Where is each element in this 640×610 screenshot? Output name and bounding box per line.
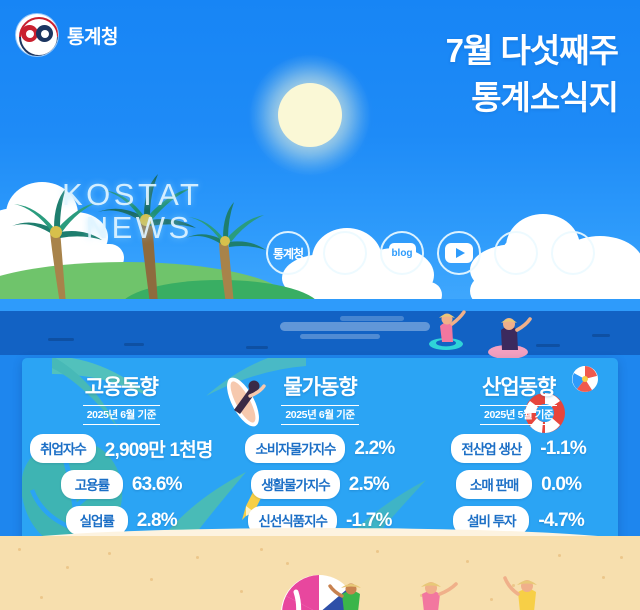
column-employment: 고용동향 2025년 6월 기준 취업자수 2,909만 1천명 고용률 63.… — [22, 358, 221, 558]
surfer-figure — [227, 377, 266, 427]
stat-row: 소매 판매 0.0% — [456, 470, 582, 499]
kosis-icon: KOSIS — [557, 247, 589, 259]
column-rows: 취업자수 2,909만 1천명 고용률 63.6% 실업률 2.8% — [22, 434, 221, 535]
palm-tree-center — [98, 174, 196, 304]
social-link-kosis[interactable]: KOSIS — [551, 231, 595, 275]
stat-row: 생활물가지수 2.5% — [251, 470, 390, 499]
agency-logo[interactable]: 통계청 — [16, 14, 118, 56]
stat-label: 전산업 생산 — [451, 434, 532, 463]
wave-dash — [48, 338, 74, 341]
sun-icon — [278, 83, 342, 147]
stat-value: 63.6% — [131, 473, 183, 495]
beach-ball-decoration — [572, 366, 598, 392]
brand-wordmark: KOSTAT NEWS — [62, 178, 202, 245]
column-rows: 전산업 생산 -1.1% 소매 판매 0.0% 설비 투자 -4.7% — [419, 434, 618, 535]
brand-line-1: KOSTAT — [62, 177, 203, 212]
stat-row: 소비자물가지수 2.2% — [245, 434, 395, 463]
youtube-icon — [445, 243, 473, 263]
social-link-facebook[interactable]: f — [323, 231, 367, 275]
stat-value: -4.7% — [538, 509, 584, 531]
column-period-badge: 2025년 5월 기준 — [480, 405, 558, 425]
stat-label: 소비자물가지수 — [245, 434, 346, 463]
stat-label: 취업자수 — [30, 434, 96, 463]
agency-logo-label: 통계청 — [67, 26, 118, 48]
social-link-blog[interactable]: blog — [380, 231, 424, 275]
ocean-foam — [280, 322, 430, 331]
social-links: 통계청 f blog KOSIS — [266, 231, 595, 275]
beachgoer-right — [503, 576, 537, 610]
column-title: 물가동향 — [283, 376, 357, 399]
palm-tree-left — [12, 188, 102, 304]
wave-dash — [246, 346, 268, 349]
palm-tree-right — [186, 202, 266, 304]
ocean-shallow-band — [0, 299, 640, 311]
stat-value: 0.0% — [541, 473, 582, 495]
stat-value: 2.8% — [136, 509, 178, 531]
column-title: 산업동향 — [482, 376, 556, 399]
statistics-card: 고용동향 2025년 6월 기준 취업자수 2,909만 1천명 고용률 63.… — [22, 358, 618, 558]
title-line-1: 7월 다섯째주 — [445, 32, 619, 69]
leaf-decoration — [206, 358, 306, 396]
ocean-foam — [300, 334, 380, 339]
facebook-icon: f — [340, 236, 350, 267]
column-title: 고용동향 — [84, 376, 159, 399]
leaf-decoration — [52, 358, 152, 428]
stat-label: 생활물가지수 — [251, 470, 340, 499]
page-title: 7월 다섯째주 통계소식지 — [445, 28, 619, 122]
stat-label: 고용률 — [60, 470, 123, 499]
stat-row: 취업자수 2,909만 1천명 — [30, 434, 213, 463]
stat-value: -1.1% — [540, 437, 586, 459]
stat-row: 고용률 63.6% — [60, 470, 183, 499]
beachgoer-center — [328, 583, 361, 610]
brand-line-2: NEWS — [85, 210, 193, 246]
stat-label: 소매 판매 — [456, 470, 533, 499]
column-period-badge: 2025년 6월 기준 — [82, 405, 160, 425]
beachgoer-left — [421, 582, 458, 610]
stat-label: 실업률 — [65, 506, 128, 535]
ocean-foam — [340, 316, 404, 321]
kostat-icon: 통계청 — [272, 246, 304, 261]
wave-dash — [592, 334, 610, 337]
instagram-icon — [504, 241, 528, 265]
wave-dash — [124, 343, 144, 346]
column-industry: 산업동향 2025년 5월 기준 전산업 생산 -1.1% 소매 판매 0.0%… — [419, 358, 618, 558]
stat-row: 실업률 2.8% — [65, 506, 178, 535]
taegeuk-icon — [16, 14, 58, 56]
column-period-badge: 2025년 6월 기준 — [281, 405, 359, 425]
wave-dash — [536, 344, 560, 347]
social-link-youtube[interactable] — [437, 231, 481, 275]
social-link-kostat[interactable]: 통계청 — [266, 231, 310, 275]
swimmer-with-tube-left — [429, 310, 466, 350]
life-ring-decoration — [525, 393, 565, 433]
title-line-2: 통계소식지 — [471, 78, 619, 116]
stat-row: 전산업 생산 -1.1% — [451, 434, 587, 463]
column-rows: 소비자물가지수 2.2% 생활물가지수 2.5% 신선식품지수 -1.7% — [221, 434, 420, 535]
stat-value: 2.2% — [354, 437, 395, 459]
swimmer-with-tube-right — [488, 317, 532, 359]
stat-value: 2,909만 1천명 — [104, 440, 214, 461]
social-link-instagram[interactable] — [494, 231, 538, 275]
stat-value: -1.7% — [345, 509, 392, 531]
ocean-deep-band — [0, 311, 640, 355]
stat-value: 2.5% — [348, 473, 390, 495]
blog-icon: blog — [388, 243, 416, 268]
